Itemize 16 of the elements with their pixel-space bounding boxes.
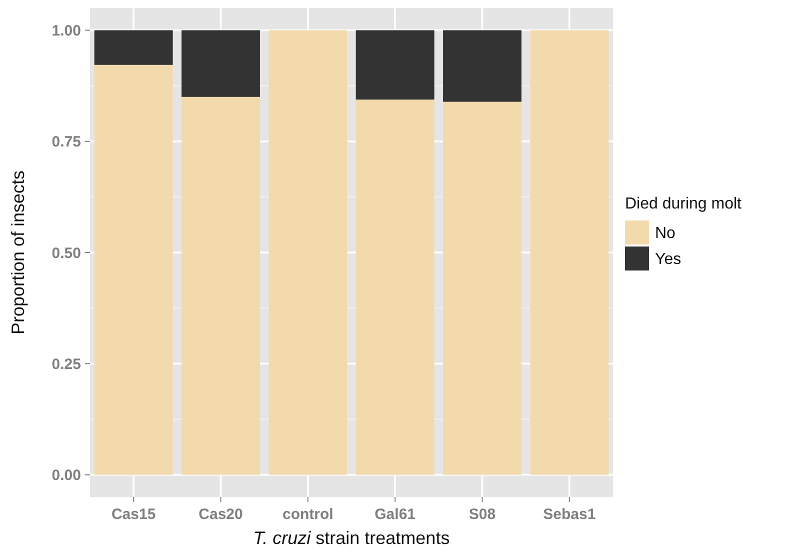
y-tick-label: 0.75 — [52, 134, 81, 151]
legend-label: Yes — [655, 251, 682, 268]
y-tick-label: 1.00 — [52, 22, 81, 40]
x-axis-title: T. cruzi strain treatments — [253, 528, 450, 548]
x-tick-label: S08 — [468, 506, 496, 523]
x-tick-label: Gal61 — [374, 506, 416, 523]
x-tick-label: Cas15 — [111, 506, 156, 523]
legend-label: No — [655, 225, 676, 242]
y-axis-title: Proportion of insects — [8, 170, 28, 335]
x-tick-label: Sebas1 — [543, 506, 596, 523]
x-tick-label: Cas20 — [198, 506, 243, 523]
y-tick-label: 0.50 — [52, 244, 81, 262]
y-tick-label: 0.25 — [52, 356, 81, 373]
x-tick-label: control — [282, 506, 334, 523]
legend-title: Died during molt — [625, 196, 742, 212]
y-tick-label: 0.00 — [52, 467, 81, 484]
